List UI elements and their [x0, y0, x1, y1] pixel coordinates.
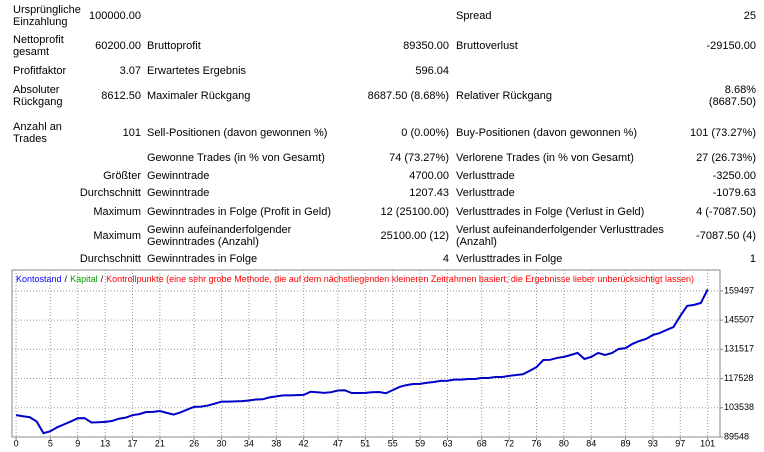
metric-value: 8687.50 (8.68%): [367, 90, 449, 102]
metric-value: 596.04: [415, 65, 449, 77]
x-tick-label: 68: [477, 438, 487, 448]
metric-value: -1079.63: [712, 187, 756, 199]
metric-value: 101 (73.27%): [689, 127, 756, 139]
metric-value: 74 (73.27%): [389, 152, 449, 164]
x-tick-label: 97: [675, 438, 685, 448]
metric-value: -29150.00: [706, 40, 756, 52]
metric-label: Bruttoverlust: [456, 40, 518, 52]
metric-value: 8.68% (8687.50): [708, 84, 756, 108]
x-tick-label: 21: [155, 438, 165, 448]
row-label: Absoluter Rückgang: [13, 84, 63, 108]
metric-value: 12 (25100.00): [380, 206, 450, 218]
plot-frame: [11, 269, 721, 438]
metric-label: Relativer Rückgang: [456, 90, 552, 102]
x-tick-label: 89: [621, 438, 631, 448]
row-label: Nettoprofit gesamt: [13, 34, 64, 58]
row-value: 100000.00: [89, 10, 141, 22]
metric-label: Verlorene Trades (in % von Gesamt): [456, 152, 634, 164]
metric-value: 27 (26.73%): [696, 152, 756, 164]
metric-label: Gewinntrades in Folge: [147, 253, 258, 265]
y-tick-label: 131517: [724, 344, 754, 354]
balance-line: [15, 288, 709, 435]
x-tick-label: 55: [388, 438, 398, 448]
row-value: Größter: [103, 169, 141, 182]
y-tick-label: 117528: [724, 373, 753, 383]
row-label: Anzahl an Trades: [13, 121, 62, 145]
metric-value: 1207.43: [409, 187, 449, 199]
legend-entry: Kapital: [70, 274, 98, 284]
x-tick-label: 101: [700, 438, 715, 448]
x-tick-label: 13: [100, 438, 110, 448]
y-tick-label: 159497: [724, 285, 754, 295]
metric-label: Gewinntrade: [147, 169, 210, 182]
x-tick-label: 0: [14, 438, 19, 448]
x-tick-label: 26: [189, 438, 199, 448]
metric-label: Gewonne Trades (in % von Gesamt): [147, 152, 325, 164]
y-tick-label: 89548: [724, 431, 749, 441]
x-tick-label: 93: [648, 438, 658, 448]
metric-label: Gewinntrade: [147, 187, 210, 199]
metric-value: 4700.00: [409, 169, 449, 182]
metric-value: 0 (0.00%): [401, 127, 449, 139]
metric-label: Verlusttrade: [456, 187, 515, 199]
metric-value: 89350.00: [403, 40, 449, 52]
legend-entry: Kontrollpunkte (eine sehr grobe Methode,…: [106, 274, 694, 284]
metric-label: Maximaler Rückgang: [147, 90, 251, 102]
row-value: 8612.50: [101, 90, 141, 102]
metric-label: Bruttoprofit: [147, 40, 201, 52]
legend-separator: /: [101, 274, 104, 284]
metric-label: Gewinn aufeinanderfolgender Gewinntrades…: [147, 224, 292, 248]
x-tick-label: 9: [75, 438, 80, 448]
x-tick-label: 59: [415, 438, 425, 448]
metric-value: 4: [442, 253, 449, 265]
metric-label: Sell-Positionen (davon gewonnen %): [147, 127, 328, 139]
metric-value: 25: [743, 10, 756, 22]
metric-label: Verlusttrades in Folge: [456, 253, 563, 265]
x-tick-label: 72: [504, 438, 514, 448]
row-value: 3.07: [119, 65, 141, 77]
row-value: Durchschnitt: [79, 187, 141, 199]
row-label: Ursprüngliche Einzahlung: [13, 4, 81, 28]
x-tick-label: 38: [271, 438, 281, 448]
x-tick-label: 47: [333, 438, 343, 448]
metric-value: 4 (-7087.50): [696, 206, 756, 218]
legend-separator: /: [65, 274, 68, 284]
metric-label: Verlust aufeinanderfolgender Verlusttrad…: [456, 224, 664, 248]
row-value: Maximum: [93, 206, 141, 218]
metric-value: -7087.50 (4): [696, 230, 756, 242]
x-tick-label: 5: [48, 438, 53, 448]
row-value: 101: [122, 127, 141, 139]
metric-value: 25100.00 (12): [380, 230, 450, 242]
y-tick-label: 145507: [724, 314, 754, 324]
row-value: Maximum: [93, 230, 141, 242]
metric-label: Erwartetes Ergebnis: [147, 65, 247, 77]
x-tick-label: 84: [586, 438, 596, 448]
row-value: Durchschnitt: [79, 253, 141, 265]
x-tick-label: 34: [244, 438, 254, 448]
metric-label: Buy-Positionen (davon gewonnen %): [456, 127, 638, 139]
metric-value: -3250.00: [712, 169, 756, 182]
y-tick-label: 103538: [724, 402, 754, 412]
metric-label: Spread: [456, 10, 492, 22]
legend: Kontostand / Kapital / Kontrollpunkte (eine …: [16, 274, 694, 284]
legend-entry: Kontostand: [16, 274, 62, 284]
x-tick-label: 17: [128, 438, 138, 448]
metric-label: Verlusttrades in Folge (Verlust in Geld): [456, 206, 645, 218]
row-label: Profitfaktor: [13, 65, 67, 77]
x-tick-label: 76: [531, 438, 541, 448]
x-tick-label: 51: [360, 438, 370, 448]
metric-label: Gewinntrades in Folge (Profit in Geld): [147, 206, 332, 218]
row-value: 60200.00: [95, 40, 141, 52]
x-tick-label: 63: [442, 438, 452, 448]
x-tick-label: 42: [299, 438, 309, 448]
x-tick-label: 30: [217, 438, 227, 448]
metric-label: Verlusttrade: [456, 169, 515, 182]
x-tick-label: 80: [559, 438, 569, 448]
metric-value: 1: [749, 253, 756, 265]
